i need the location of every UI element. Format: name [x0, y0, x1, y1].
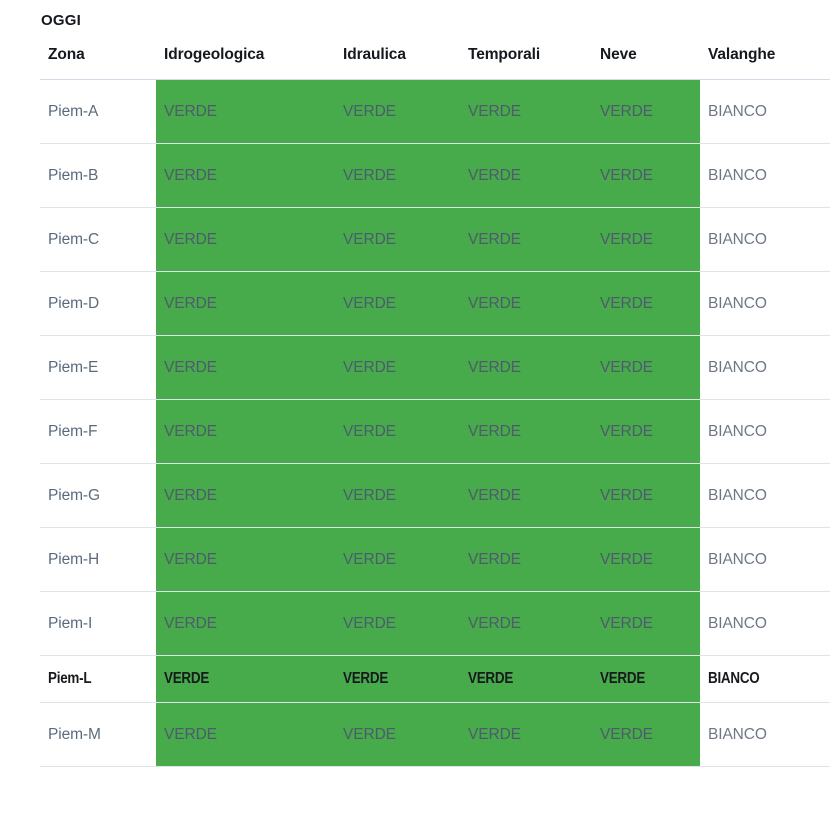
zone-cell: Piem-C [48, 230, 100, 248]
table-row-piem-i[interactable]: Piem-I VERDE VERDE VERDE VERDE BIANCO [40, 591, 830, 656]
level-cell-idrogeologica: VERDE [156, 335, 335, 400]
zone-cell: Piem-E [48, 358, 99, 376]
level-cell-idrogeologica: VERDE [156, 399, 335, 464]
level-cell-valanghe: BIANCO [700, 702, 830, 767]
level-cell-idrogeologica: VERDE [156, 591, 335, 656]
level-cell-neve: VERDE [592, 591, 700, 656]
table-row-piem-c[interactable]: Piem-C VERDE VERDE VERDE VERDE BIANCO [40, 207, 830, 272]
level-cell-idrogeologica: VERDE [156, 702, 335, 767]
column-header-neve: Neve [600, 46, 637, 63]
level-cell-idraulica: VERDE [335, 463, 460, 528]
zone-cell: Piem-I [48, 614, 93, 632]
level-cell-idrogeologica: VERDE [156, 655, 335, 703]
table-row-piem-g[interactable]: Piem-G VERDE VERDE VERDE VERDE BIANCO [40, 463, 830, 528]
level-cell-temporali: VERDE [460, 463, 592, 528]
level-cell-valanghe: BIANCO [700, 463, 830, 528]
table-row-piem-d[interactable]: Piem-D VERDE VERDE VERDE VERDE BIANCO [40, 271, 830, 336]
level-cell-valanghe: BIANCO [700, 399, 830, 464]
level-cell-idrogeologica: VERDE [156, 463, 335, 528]
level-cell-valanghe: BIANCO [700, 527, 830, 592]
level-cell-temporali: VERDE [460, 143, 592, 208]
level-cell-idraulica: VERDE [335, 655, 460, 703]
level-cell-idraulica: VERDE [335, 271, 460, 336]
level-cell-valanghe: BIANCO [700, 143, 830, 208]
level-cell-idrogeologica: VERDE [156, 79, 335, 144]
level-cell-idraulica: VERDE [335, 591, 460, 656]
level-cell-valanghe: BIANCO [700, 591, 830, 656]
level-cell-idrogeologica: VERDE [156, 143, 335, 208]
level-cell-temporali: VERDE [460, 702, 592, 767]
column-header-temporali: Temporali [468, 46, 541, 63]
level-cell-temporali: VERDE [460, 399, 592, 464]
level-cell-neve: VERDE [592, 655, 700, 703]
zone-cell: Piem-H [48, 550, 100, 568]
column-header-zona: Zona [48, 46, 85, 63]
level-cell-idrogeologica: VERDE [156, 271, 335, 336]
level-cell-valanghe: BIANCO [700, 207, 830, 272]
level-cell-temporali: VERDE [460, 79, 592, 144]
zone-cell: Piem-B [48, 166, 99, 184]
table-row-piem-b[interactable]: Piem-B VERDE VERDE VERDE VERDE BIANCO [40, 143, 830, 208]
alert-levels-table: Zona Idrogeologica Idraulica Temporali N… [40, 44, 830, 767]
level-cell-temporali: VERDE [460, 207, 592, 272]
level-cell-idraulica: VERDE [335, 207, 460, 272]
level-cell-valanghe: BIANCO [700, 271, 830, 336]
table-row-piem-a[interactable]: Piem-A VERDE VERDE VERDE VERDE BIANCO [40, 79, 830, 144]
column-header-valanghe: Valanghe [708, 46, 776, 63]
level-cell-valanghe: BIANCO [700, 79, 830, 144]
table-row-piem-h[interactable]: Piem-H VERDE VERDE VERDE VERDE BIANCO [40, 527, 830, 592]
zone-cell: Piem-L [48, 670, 92, 687]
table-header-row: Zona Idrogeologica Idraulica Temporali N… [40, 44, 830, 80]
level-cell-idraulica: VERDE [335, 79, 460, 144]
zone-cell: Piem-F [48, 422, 98, 440]
zone-cell: Piem-M [48, 725, 101, 743]
page-title: OGGI [41, 12, 81, 29]
table-row-piem-e[interactable]: Piem-E VERDE VERDE VERDE VERDE BIANCO [40, 335, 830, 400]
table-row-piem-m[interactable]: Piem-M VERDE VERDE VERDE VERDE BIANCO [40, 702, 830, 767]
level-cell-temporali: VERDE [460, 527, 592, 592]
level-cell-idraulica: VERDE [335, 399, 460, 464]
level-cell-temporali: VERDE [460, 271, 592, 336]
level-cell-idrogeologica: VERDE [156, 207, 335, 272]
level-cell-neve: VERDE [592, 79, 700, 144]
level-cell-neve: VERDE [592, 271, 700, 336]
alert-bulletin-page: OGGI Zona Idrogeologica Idraulica Tempor… [40, 12, 830, 767]
table-row-piem-l[interactable]: Piem-L VERDE VERDE VERDE VERDE BIANCO [40, 655, 830, 703]
level-cell-idrogeologica: VERDE [156, 527, 335, 592]
level-cell-valanghe: BIANCO [700, 655, 830, 703]
table-row-piem-f[interactable]: Piem-F VERDE VERDE VERDE VERDE BIANCO [40, 399, 830, 464]
level-cell-temporali: VERDE [460, 591, 592, 656]
level-cell-neve: VERDE [592, 527, 700, 592]
level-cell-neve: VERDE [592, 207, 700, 272]
table-body: Piem-A VERDE VERDE VERDE VERDE BIANCO Pi… [40, 79, 830, 767]
zone-cell: Piem-G [48, 486, 100, 504]
column-header-idraulica: Idraulica [343, 46, 406, 63]
level-cell-neve: VERDE [592, 143, 700, 208]
level-cell-neve: VERDE [592, 399, 700, 464]
zone-cell: Piem-D [48, 294, 100, 312]
level-cell-valanghe: BIANCO [700, 335, 830, 400]
level-cell-neve: VERDE [592, 463, 700, 528]
level-cell-temporali: VERDE [460, 335, 592, 400]
level-cell-idraulica: VERDE [335, 143, 460, 208]
level-cell-idraulica: VERDE [335, 335, 460, 400]
level-cell-neve: VERDE [592, 335, 700, 400]
column-header-idrogeologica: Idrogeologica [164, 46, 265, 63]
level-cell-temporali: VERDE [460, 655, 592, 703]
zone-cell: Piem-A [48, 102, 99, 120]
level-cell-idraulica: VERDE [335, 702, 460, 767]
level-cell-idraulica: VERDE [335, 527, 460, 592]
level-cell-neve: VERDE [592, 702, 700, 767]
